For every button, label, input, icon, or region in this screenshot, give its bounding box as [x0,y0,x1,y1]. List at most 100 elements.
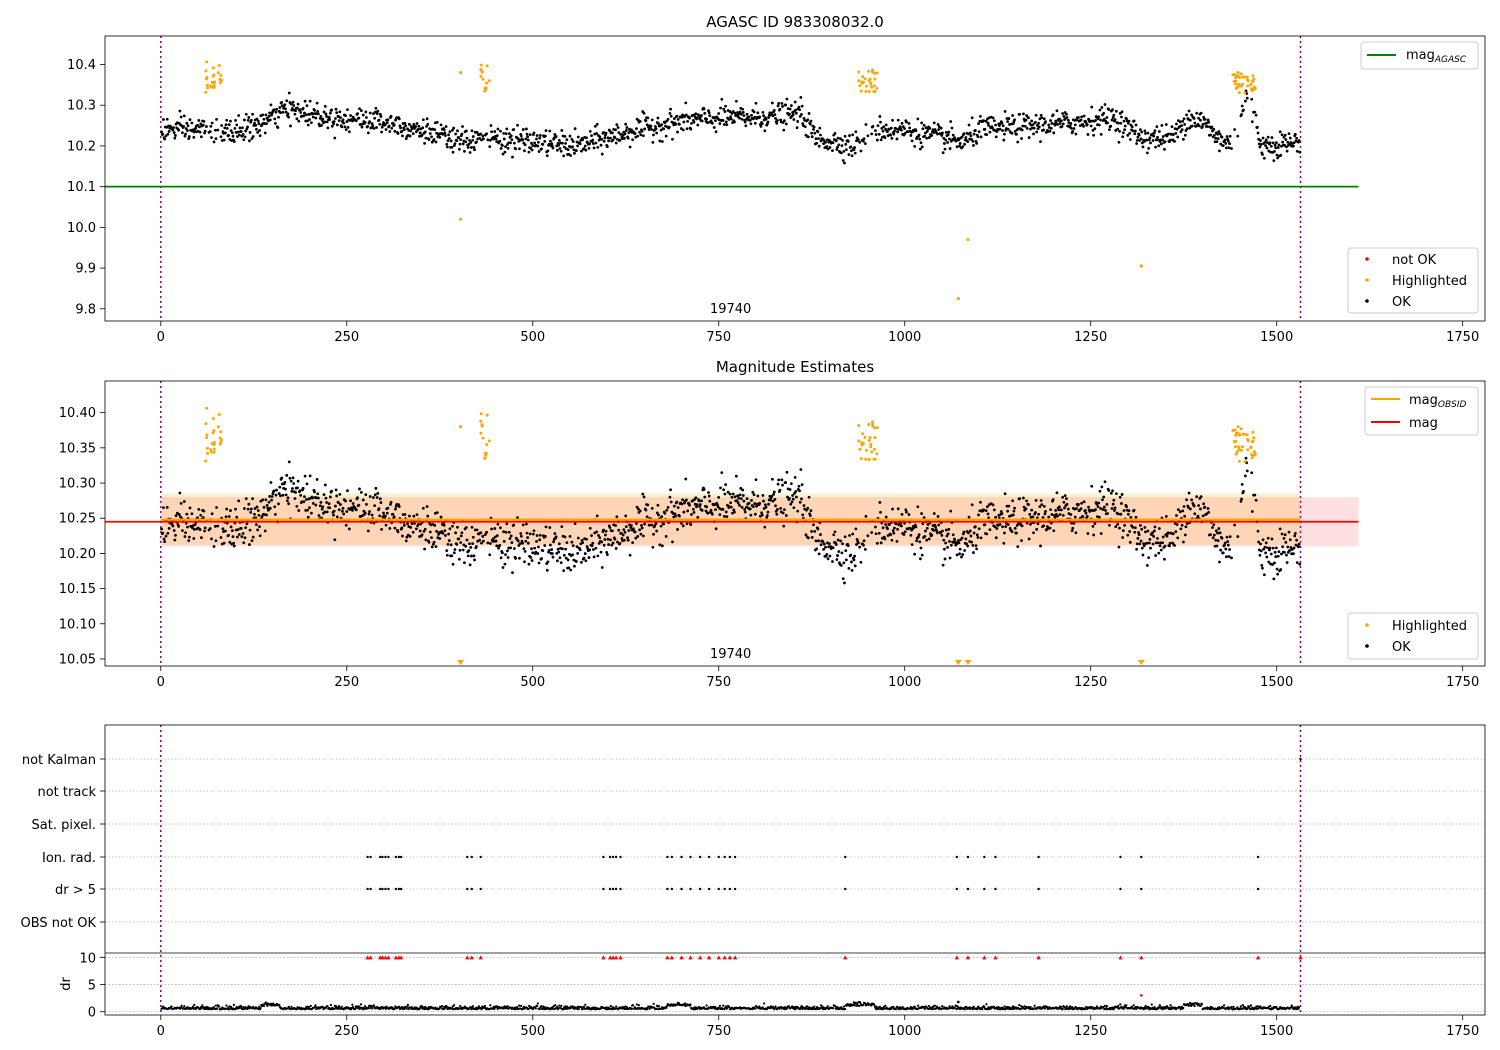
ok-point [313,108,316,112]
flag-event-point [608,855,612,859]
ok-point [521,523,525,527]
ok-point [161,132,165,136]
ok-point [1250,97,1254,101]
ok-point [166,132,170,136]
ok-point [1027,136,1031,139]
ok-point [392,515,396,519]
ok-point [992,119,996,123]
ok-point [949,120,953,123]
ok-point [237,499,241,503]
ok-point [1255,125,1259,129]
flag-event-point [717,855,720,859]
dr-point [677,1002,681,1005]
ok-point [1185,498,1188,502]
ok-point [844,148,848,152]
mid-ytick-label: 10.25 [59,512,96,527]
highlighted-point [1241,75,1245,79]
ok-point [782,508,786,512]
flag-event-point [1119,887,1122,891]
ok-point [853,151,857,155]
ok-point [410,522,414,526]
dr-point [630,1008,633,1011]
ok-point [519,532,523,535]
ok-point [411,132,415,136]
ok-point [503,150,507,154]
ok-point [900,512,904,516]
ok-point [202,119,206,123]
flag-event-point [955,855,959,859]
mid-xtick-label: 1750 [1446,675,1479,690]
ok-point [428,132,432,135]
ok-point [936,531,939,535]
ok-point [1032,531,1035,535]
ok-point [831,560,834,563]
ok-point [212,545,216,548]
ok-point [733,495,737,499]
ok-point [640,129,644,133]
ok-point [1102,117,1106,121]
ok-point [1012,509,1016,513]
ok-point [1286,545,1290,549]
flag-event-point [619,887,622,891]
ok-point [626,538,630,542]
ok-point [1152,529,1156,533]
ok-point [1042,504,1046,508]
ok-point [1176,508,1180,512]
ok-point [1285,561,1289,564]
ok-point [847,153,851,156]
ok-point [812,523,815,527]
ok-point [1061,513,1065,517]
ok-point [1270,136,1274,139]
ok-point [821,540,825,544]
ok-point [977,527,981,531]
mid-ytick-label: 10.35 [59,441,96,456]
dr-point [771,1005,774,1008]
highlighted-point [217,64,221,68]
ok-point [1250,471,1254,475]
ok-point [518,147,521,151]
ok-point [1068,124,1072,128]
flag-event-point [1140,855,1143,859]
ok-point [1087,505,1090,509]
ok-point [1147,146,1151,150]
ok-point [365,116,368,119]
ok-point [249,507,253,511]
ok-point [1039,499,1043,502]
ok-point [903,131,907,135]
ok-point [1003,531,1006,535]
ok-point [654,125,657,128]
ok-point [1261,538,1265,542]
ok-point [244,497,248,501]
ok-point [1166,132,1170,136]
flag-event-point [723,855,726,859]
ok-point [1157,130,1161,133]
ok-point [602,528,605,532]
ok-point [1062,500,1066,504]
ok-point [373,110,377,114]
ok-point [174,514,178,518]
ok-point [1259,139,1262,142]
dr-point [398,1005,401,1008]
top-ytick-label: 10.0 [67,221,96,236]
ok-point [1020,137,1023,140]
ok-point [439,123,443,127]
ok-point [671,540,674,544]
ok-point [926,523,930,526]
ok-point [171,128,175,132]
ok-point [1128,131,1132,135]
highlighted-point [870,450,874,454]
ok-point [1233,523,1237,527]
dr-point [528,1004,531,1008]
ok-point [1269,144,1273,148]
ok-point [958,547,962,551]
ok-point [1119,512,1123,516]
ok-point [1226,540,1230,543]
ok-point [368,111,372,115]
legend-dot-swatch [1365,257,1369,261]
highlighted-point [1246,84,1250,88]
ok-point [998,127,1002,131]
flag-event-point [614,887,618,891]
ok-point [1136,135,1140,139]
ok-point [609,538,612,542]
